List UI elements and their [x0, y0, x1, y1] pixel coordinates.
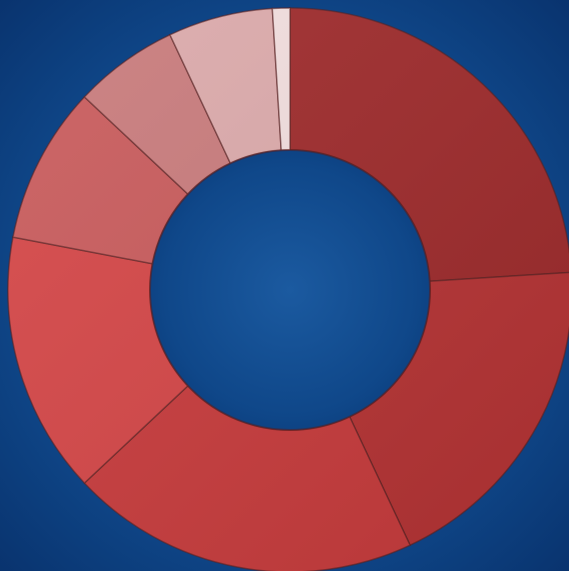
hole-edge: [149, 149, 431, 431]
donut-hole: [150, 150, 430, 430]
